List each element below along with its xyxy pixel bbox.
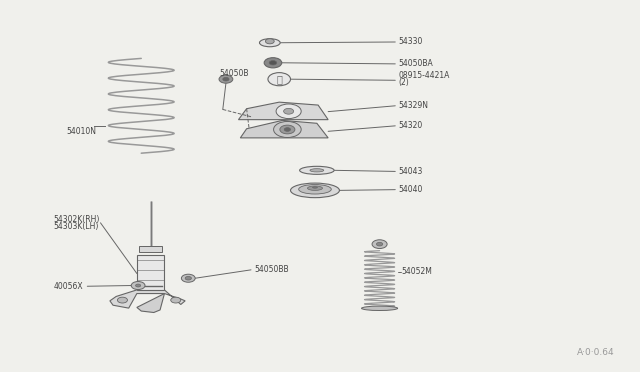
Ellipse shape	[299, 185, 332, 194]
Text: 54052M: 54052M	[401, 267, 433, 276]
Ellipse shape	[310, 169, 324, 172]
Ellipse shape	[312, 187, 317, 188]
Circle shape	[284, 108, 294, 114]
Ellipse shape	[307, 186, 323, 190]
Circle shape	[131, 282, 145, 289]
Text: 54302K(RH): 54302K(RH)	[54, 215, 100, 224]
Text: Ⓦ: Ⓦ	[276, 74, 282, 84]
Circle shape	[268, 73, 291, 86]
Ellipse shape	[291, 183, 339, 198]
Circle shape	[276, 104, 301, 119]
Circle shape	[280, 125, 295, 134]
Text: 54330: 54330	[398, 38, 423, 46]
Text: 54040: 54040	[398, 185, 423, 194]
Ellipse shape	[362, 306, 397, 311]
Text: (2): (2)	[398, 78, 409, 87]
Polygon shape	[110, 290, 185, 308]
Text: 54050BB: 54050BB	[254, 265, 289, 274]
Text: A·0·0.64: A·0·0.64	[577, 348, 615, 357]
Text: 54010N: 54010N	[66, 126, 96, 135]
Text: 54320: 54320	[398, 121, 422, 130]
Text: 54050B: 54050B	[220, 70, 249, 78]
Circle shape	[376, 242, 383, 246]
Circle shape	[136, 284, 141, 287]
Text: 08915-4421A: 08915-4421A	[398, 71, 450, 80]
Circle shape	[185, 276, 191, 280]
Bar	[140, 246, 162, 251]
Text: 54043: 54043	[398, 167, 423, 176]
Circle shape	[284, 128, 291, 131]
Ellipse shape	[300, 166, 334, 174]
Polygon shape	[239, 102, 328, 120]
Circle shape	[372, 240, 387, 248]
Circle shape	[219, 75, 233, 83]
Text: 54303K(LH): 54303K(LH)	[54, 222, 99, 231]
Circle shape	[269, 61, 276, 65]
Polygon shape	[241, 121, 328, 138]
Polygon shape	[137, 294, 164, 312]
Bar	[137, 255, 164, 290]
Circle shape	[181, 274, 195, 282]
Circle shape	[117, 297, 127, 303]
Circle shape	[273, 122, 301, 138]
Circle shape	[171, 297, 180, 303]
Circle shape	[264, 58, 282, 68]
Text: 54050BA: 54050BA	[398, 60, 433, 68]
Ellipse shape	[259, 39, 280, 47]
Circle shape	[223, 77, 229, 81]
Text: 54329N: 54329N	[398, 101, 428, 110]
Text: 40056X: 40056X	[54, 282, 83, 291]
Circle shape	[266, 39, 274, 44]
